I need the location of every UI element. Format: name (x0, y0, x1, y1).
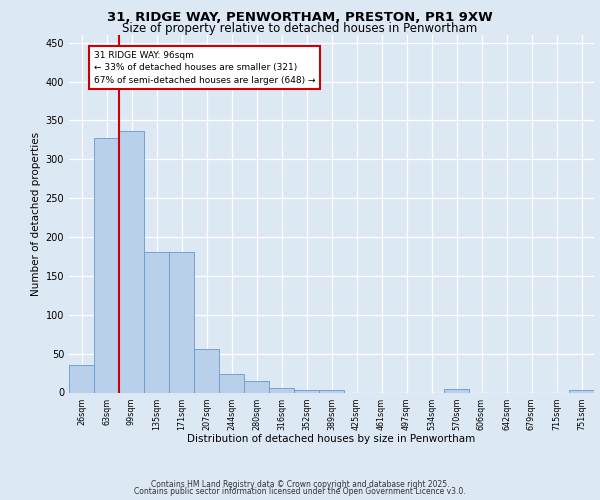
Y-axis label: Number of detached properties: Number of detached properties (31, 132, 41, 296)
Bar (269, 388, 294, 392)
Bar (569, 390, 594, 392)
Text: Size of property relative to detached houses in Penwortham: Size of property relative to detached ho… (122, 22, 478, 35)
Bar (94, 138, 119, 392)
Bar (294, 390, 319, 392)
Bar (319, 390, 344, 392)
X-axis label: Distribution of detached houses by size in Penwortham: Distribution of detached houses by size … (187, 434, 476, 444)
Bar (444, 388, 469, 392)
Bar (119, 130, 144, 392)
Bar (219, 374, 244, 392)
Text: 31 RIDGE WAY: 96sqm
← 33% of detached houses are smaller (321)
67% of semi-detac: 31 RIDGE WAY: 96sqm ← 33% of detached ho… (94, 50, 316, 84)
Text: Contains public sector information licensed under the Open Government Licence v3: Contains public sector information licen… (134, 487, 466, 496)
Text: Contains HM Land Registry data © Crown copyright and database right 2025.: Contains HM Land Registry data © Crown c… (151, 480, 449, 489)
Bar (144, 252, 169, 392)
Bar (244, 381, 269, 392)
Text: 31, RIDGE WAY, PENWORTHAM, PRESTON, PR1 9XW: 31, RIDGE WAY, PENWORTHAM, PRESTON, PR1 … (107, 11, 493, 24)
Bar (69, 366, 94, 392)
Bar (169, 252, 194, 392)
Bar (194, 349, 219, 393)
